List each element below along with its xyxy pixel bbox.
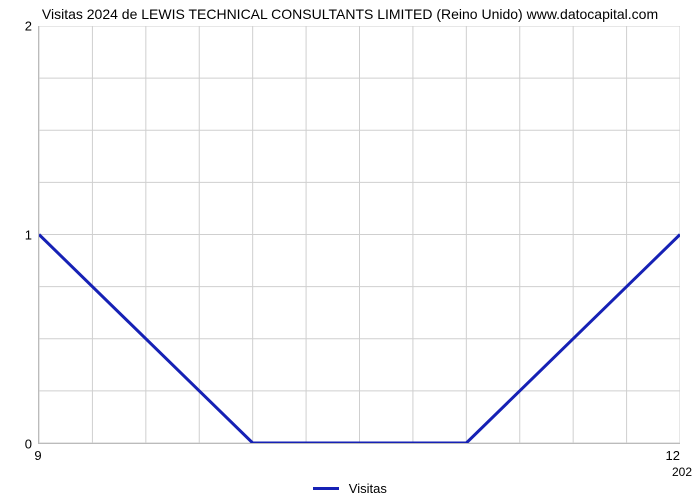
x-tick-label: 9 [34, 448, 41, 463]
plot-area [38, 26, 680, 444]
x-secondary-label: 202 [672, 465, 692, 479]
y-tick-label: 0 [6, 437, 32, 452]
x-tick-label: 12 [666, 448, 680, 463]
chart-title: Visitas 2024 de LEWIS TECHNICAL CONSULTA… [0, 6, 700, 22]
y-tick-label: 1 [6, 228, 32, 243]
legend-swatch [313, 487, 339, 490]
legend: Visitas [0, 480, 700, 496]
legend-label: Visitas [349, 481, 387, 496]
y-tick-label: 2 [6, 19, 32, 34]
plot-svg [39, 26, 680, 443]
